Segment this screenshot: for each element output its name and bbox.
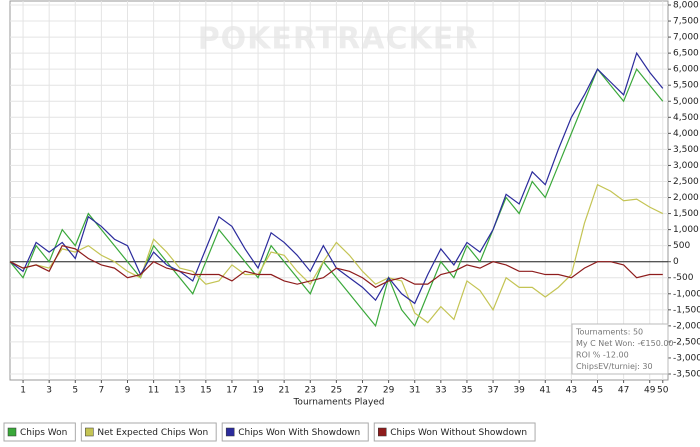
y-tick-label: 7,500: [673, 17, 699, 27]
x-tick-label: 49: [644, 386, 656, 396]
x-tick-label: 1: [20, 386, 26, 396]
info-text: Tournaments: 50: [575, 328, 643, 337]
y-tick-label: 5,500: [673, 81, 699, 91]
x-tick-label: 13: [174, 386, 185, 396]
y-tick-label: -1,500: [673, 305, 700, 315]
legend-box: [3, 422, 76, 442]
info-text: ChipsEV/turniej: 30: [576, 362, 653, 371]
y-tick-label: 2,500: [673, 177, 699, 187]
x-tick-label: 45: [592, 386, 603, 396]
y-tick-label: 6,000: [673, 65, 699, 75]
x-tick-label: 15: [200, 386, 211, 396]
x-tick-label: 9: [125, 386, 131, 396]
legend-box: [373, 422, 536, 442]
y-tick-label: 8,000: [673, 1, 699, 11]
legend-label: Chips Won Without Showdown: [390, 428, 527, 438]
y-tick-label: 7,000: [673, 33, 699, 43]
legend-box: [80, 422, 217, 442]
legend-label: Chips Won: [20, 428, 67, 438]
x-tick-label: 19: [252, 386, 264, 396]
info-text: ROI % -12.00: [576, 351, 629, 360]
x-tick-label: 37: [487, 386, 498, 396]
y-tick-label: 0: [673, 257, 679, 267]
y-tick-label: -1,000: [673, 289, 700, 299]
y-tick-label: 500: [673, 241, 690, 251]
legend-item: Chips Won: [3, 422, 76, 442]
legend-swatch: [7, 427, 17, 437]
x-tick-label: 39: [513, 386, 525, 396]
x-tick-label: 35: [461, 386, 472, 396]
legend-item: Net Expected Chips Won: [80, 422, 217, 442]
x-tick-label: 41: [540, 386, 551, 396]
y-tick-label: 1,000: [673, 225, 699, 235]
x-tick-label: 25: [331, 386, 342, 396]
legend-item: Chips Won With Showdown: [221, 422, 369, 442]
x-tick-label: 17: [226, 386, 237, 396]
x-tick-label: 31: [409, 386, 420, 396]
legend-swatch: [378, 427, 387, 437]
series-line: [9, 244, 663, 289]
y-tick-label: 5,000: [673, 97, 699, 107]
y-tick-label: -2,500: [673, 337, 700, 347]
info-box: [571, 323, 669, 375]
watermark: POKERTRACKER: [198, 22, 479, 57]
x-tick-label: 29: [383, 386, 395, 396]
legend-item: Chips Won Without Showdown: [373, 422, 536, 442]
x-tick-label: 27: [357, 386, 368, 396]
x-tick-label: 7: [99, 386, 105, 396]
legend-swatch: [85, 427, 94, 437]
legend-swatch: [225, 427, 235, 437]
x-tick-label: 33: [435, 386, 446, 396]
x-axis-title: Tournaments Played: [292, 398, 384, 408]
x-tick-label: 23: [305, 386, 316, 396]
x-tick-label: 5: [72, 386, 78, 396]
plot-frame: [9, 0, 669, 381]
x-tick-label: 21: [278, 386, 289, 396]
legend-box: [221, 422, 369, 442]
x-tick-label: 43: [566, 386, 577, 396]
x-tick-label: 50: [657, 386, 669, 396]
y-tick-label: -3,500: [673, 370, 700, 380]
y-tick-label: 6,500: [673, 49, 699, 59]
x-tick-label: 11: [148, 386, 159, 396]
x-tick-label: 47: [618, 386, 629, 396]
y-tick-label: -2,000: [673, 321, 700, 331]
y-tick-label: 3,500: [673, 145, 699, 155]
y-tick-label: -3,000: [673, 353, 700, 363]
info-text: My C Net Won: -€150.00: [576, 339, 674, 348]
y-tick-label: -500: [673, 273, 694, 283]
legend-label: Net Expected Chips Won: [97, 428, 208, 438]
y-tick-label: 2,000: [673, 193, 699, 203]
legend-label: Chips Won With Showdown: [238, 428, 360, 438]
series-line: [9, 68, 664, 328]
y-tick-label: 3,000: [673, 161, 699, 171]
series-line: [9, 183, 664, 324]
y-tick-label: 4,500: [673, 113, 699, 123]
x-tick-label: 3: [46, 386, 52, 396]
y-tick-label: 1,500: [673, 209, 699, 219]
y-tick-label: 4,000: [673, 129, 699, 139]
